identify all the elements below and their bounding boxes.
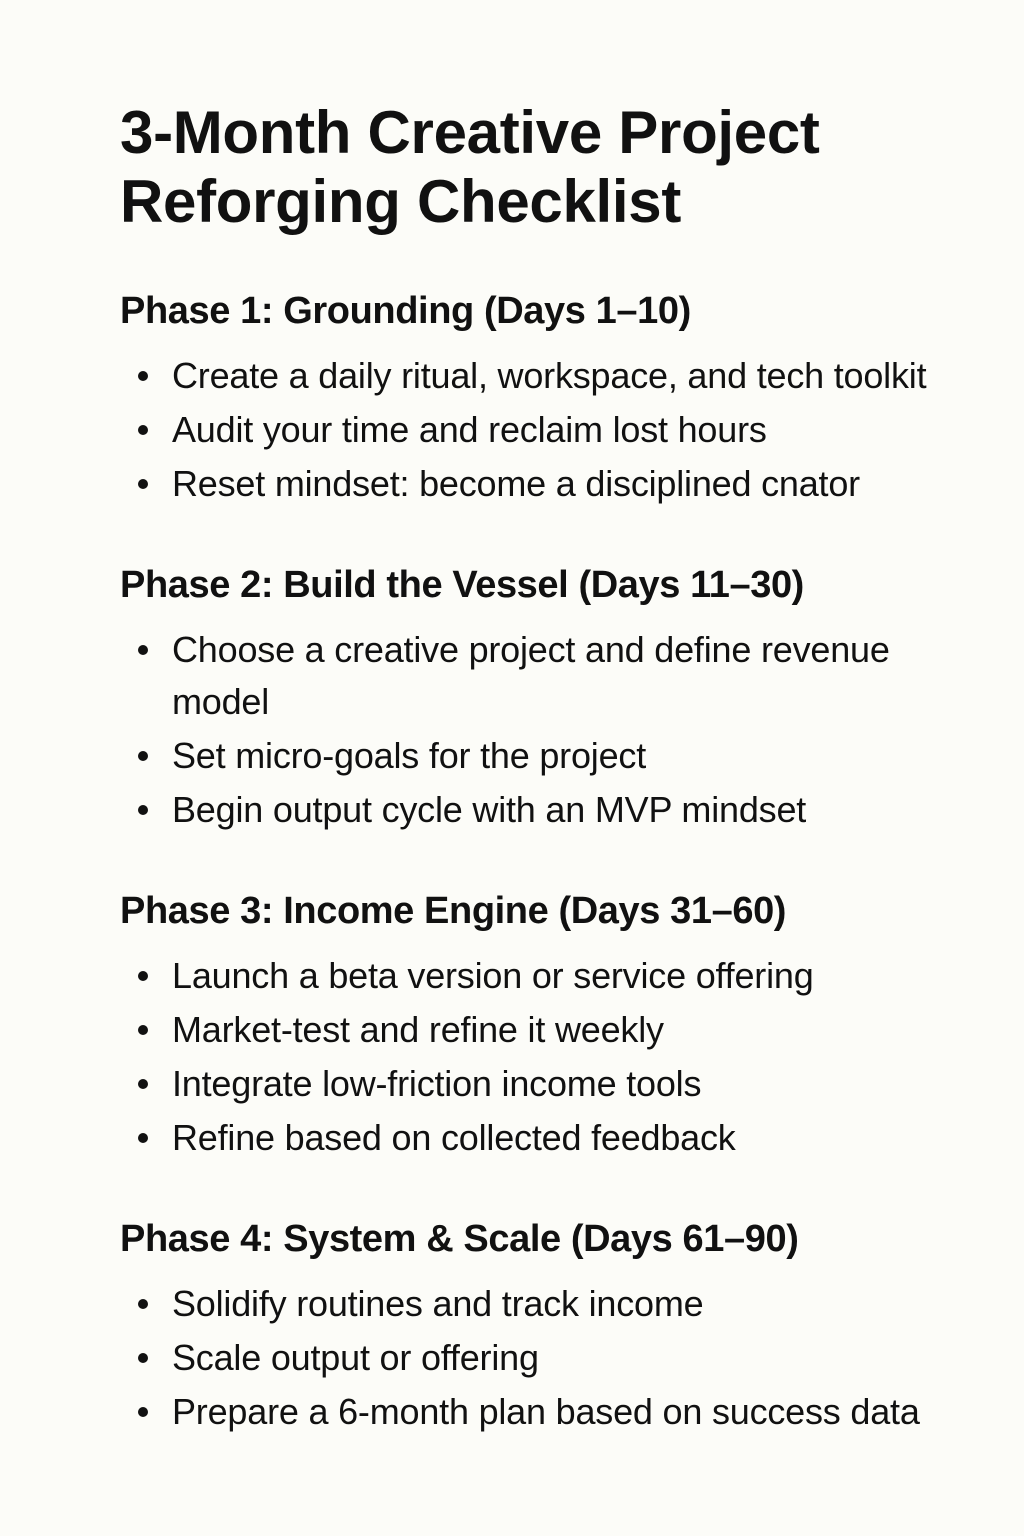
- document-title: 3-Month Creative Project Reforging Check…: [120, 98, 1000, 236]
- list-item-text: Scale output or offering: [172, 1337, 539, 1378]
- list-item: Reset mindset: become a disciplined cnat…: [120, 458, 952, 510]
- list-item: Prepare a 6-month plan based on success …: [120, 1386, 952, 1438]
- list-item-text: Create a daily ritual, workspace, and te…: [172, 355, 927, 396]
- list-item: Integrate low-friction income tools: [120, 1058, 952, 1110]
- phase-4-section: Phase 4: System & Scale (Days 61–90) Sol…: [120, 1216, 1000, 1438]
- phase-4-heading: Phase 4: System & Scale (Days 61–90): [120, 1218, 799, 1260]
- bullet-icon: [138, 1025, 148, 1035]
- list-item: Choose a creative project and define rev…: [120, 624, 952, 728]
- list-item-text: Begin output cycle with an MVP mindset: [172, 789, 807, 830]
- list-item: Solidify routines and track income: [120, 1278, 952, 1330]
- bullet-icon: [138, 805, 148, 815]
- bullet-icon: [138, 1133, 148, 1143]
- phase-1-section: Phase 1: Grounding (Days 1–10) Create a …: [120, 288, 1000, 510]
- bullet-icon: [138, 1299, 148, 1309]
- bullet-icon: [138, 371, 148, 381]
- list-item-text: Set micro-goals for the project: [172, 735, 646, 776]
- phase-3-list: Launch a beta version or service offerin…: [120, 950, 1000, 1164]
- list-item-text: Solidify routines and track income: [172, 1283, 704, 1324]
- bullet-icon: [138, 645, 148, 655]
- list-item: Market-test and refine it weekly: [120, 1004, 952, 1056]
- phase-2-section: Phase 2: Build the Vessel (Days 11–30) C…: [120, 562, 1000, 836]
- checklist-document: 3-Month Creative Project Reforging Check…: [120, 98, 1000, 1440]
- list-item-text: Choose a creative project and define rev…: [172, 629, 890, 722]
- list-item: Begin output cycle with an MVP mindset: [120, 784, 952, 836]
- bullet-icon: [138, 479, 148, 489]
- title-line-1: 3-Month Creative Project: [120, 99, 820, 166]
- phase-1-heading: Phase 1: Grounding (Days 1–10): [120, 290, 691, 332]
- list-item-text: Prepare a 6-month plan based on success …: [172, 1391, 920, 1432]
- list-item-text: Reset mindset: become a disciplined cnat…: [172, 463, 860, 504]
- list-item: Refine based on collected feedback: [120, 1112, 952, 1164]
- phase-3-section: Phase 3: Income Engine (Days 31–60) Laun…: [120, 888, 1000, 1164]
- bullet-icon: [138, 425, 148, 435]
- list-item-text: Launch a beta version or service offerin…: [172, 955, 814, 996]
- phase-2-heading: Phase 2: Build the Vessel (Days 11–30): [120, 564, 804, 606]
- bullet-icon: [138, 751, 148, 761]
- list-item: Create a daily ritual, workspace, and te…: [120, 350, 952, 402]
- phase-4-list: Solidify routines and track income Scale…: [120, 1278, 1000, 1438]
- list-item: Scale output or offering: [120, 1332, 952, 1384]
- list-item-text: Audit your time and reclaim lost hours: [172, 409, 767, 450]
- bullet-icon: [138, 971, 148, 981]
- title-line-2: Reforging Checklist: [120, 168, 682, 235]
- phase-2-list: Choose a creative project and define rev…: [120, 624, 1000, 836]
- list-item: Launch a beta version or service offerin…: [120, 950, 952, 1002]
- list-item: Set micro-goals for the project: [120, 730, 952, 782]
- phase-1-list: Create a daily ritual, workspace, and te…: [120, 350, 1000, 510]
- bullet-icon: [138, 1079, 148, 1089]
- bullet-icon: [138, 1407, 148, 1417]
- list-item-text: Refine based on collected feedback: [172, 1117, 736, 1158]
- bullet-icon: [138, 1353, 148, 1363]
- list-item-text: Market-test and refine it weekly: [172, 1009, 664, 1050]
- list-item-text: Integrate low-friction income tools: [172, 1063, 702, 1104]
- phase-3-heading: Phase 3: Income Engine (Days 31–60): [120, 890, 787, 932]
- list-item: Audit your time and reclaim lost hours: [120, 404, 952, 456]
